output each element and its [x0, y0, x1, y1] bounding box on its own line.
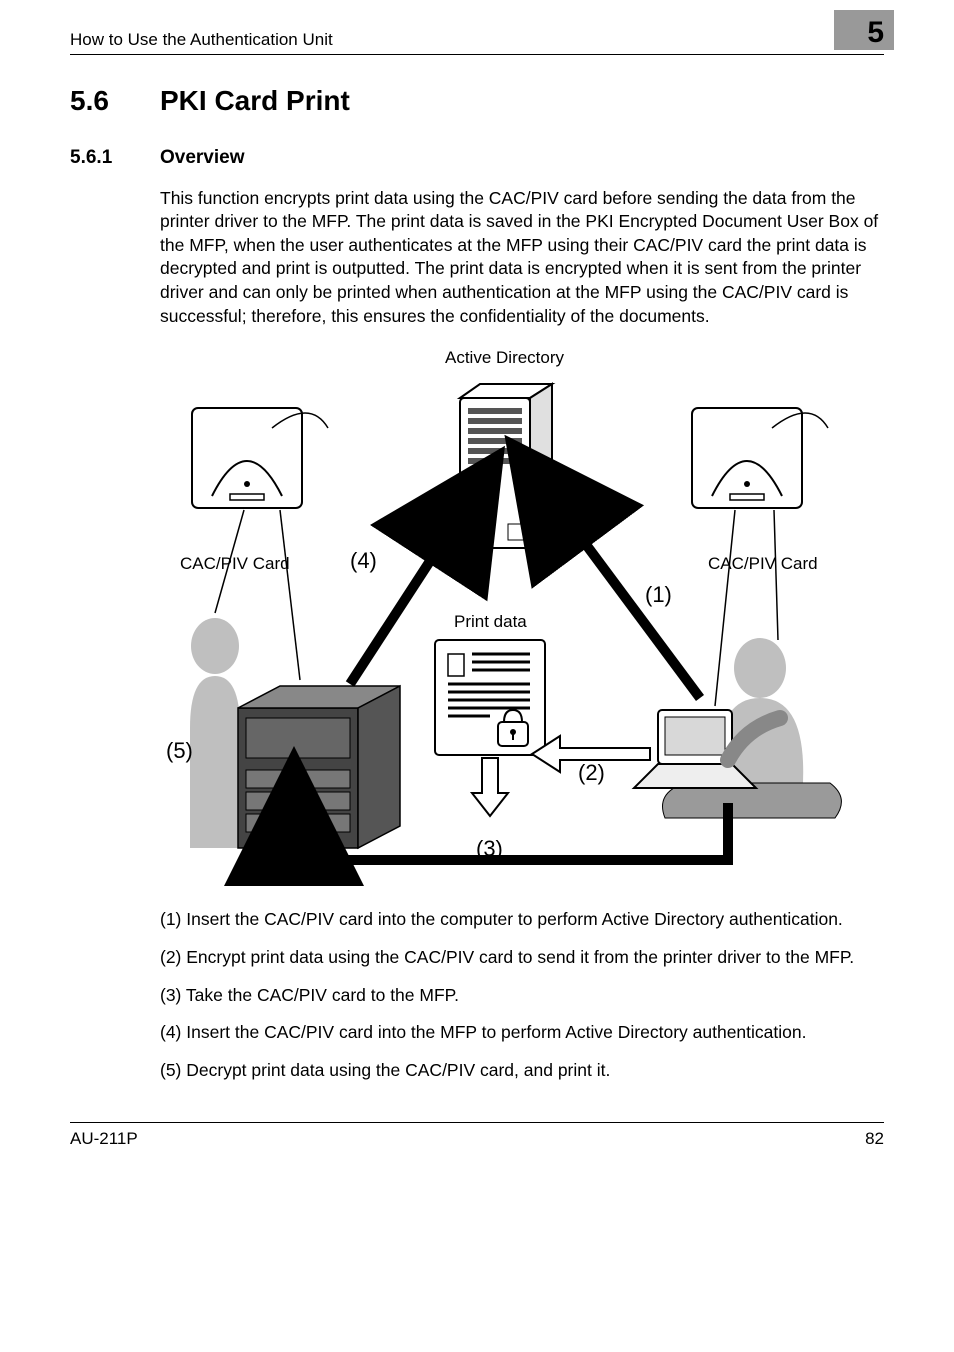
footer-model: AU-211P — [70, 1129, 138, 1149]
page-footer: AU-211P 82 — [70, 1122, 884, 1149]
step-2: (2) Encrypt print data using the CAC/PIV… — [160, 946, 884, 970]
label-print-data: Print data — [454, 612, 527, 632]
label-cac-left: CAC/PIV Card — [180, 554, 290, 574]
step-5: (5) Decrypt print data using the CAC/PIV… — [160, 1059, 884, 1083]
label-n4: (4) — [350, 548, 377, 574]
step-3: (3) Take the CAC/PIV card to the MFP. — [160, 984, 884, 1008]
server-icon — [460, 384, 552, 548]
step-4: (4) Insert the CAC/PIV card into the MFP… — [160, 1021, 884, 1045]
subsection-title: Overview — [160, 147, 245, 169]
running-title: How to Use the Authentication Unit — [70, 30, 333, 50]
page: 5 How to Use the Authentication Unit 5.6… — [0, 0, 954, 1179]
label-cac-right: CAC/PIV Card — [708, 554, 818, 574]
step-list: (1) Insert the CAC/PIV card into the com… — [160, 908, 884, 1082]
card-reader-right-icon — [692, 408, 828, 508]
subsection-heading: 5.6.1 Overview — [70, 147, 884, 169]
section-heading: 5.6 PKI Card Print — [70, 85, 884, 117]
diagram: Active Directory CAC/PIV Card CAC/PIV Ca… — [160, 348, 860, 888]
overview-paragraph: This function encrypts print data using … — [160, 187, 884, 329]
label-active-directory: Active Directory — [445, 348, 564, 368]
section-title: PKI Card Print — [160, 85, 350, 117]
arrow-1 — [570, 523, 700, 698]
label-n5: (5) — [166, 738, 193, 764]
label-n3: (3) — [476, 836, 503, 862]
subsection-number: 5.6.1 — [70, 147, 160, 169]
print-data-icon — [435, 640, 545, 755]
footer-page: 82 — [865, 1129, 884, 1149]
connector-right — [715, 510, 735, 706]
chapter-badge: 5 — [834, 10, 894, 50]
section-number: 5.6 — [70, 85, 160, 117]
arrow-doc-down — [472, 758, 508, 816]
laptop-person-icon — [634, 638, 841, 818]
chapter-number: 5 — [867, 16, 884, 50]
page-header: How to Use the Authentication Unit — [70, 30, 884, 55]
step-1: (1) Insert the CAC/PIV card into the com… — [160, 908, 884, 932]
connector-left — [280, 510, 300, 680]
card-reader-left-icon — [192, 408, 328, 508]
label-n1: (1) — [645, 582, 672, 608]
label-n2: (2) — [578, 760, 605, 786]
connector-right-2 — [774, 510, 778, 640]
